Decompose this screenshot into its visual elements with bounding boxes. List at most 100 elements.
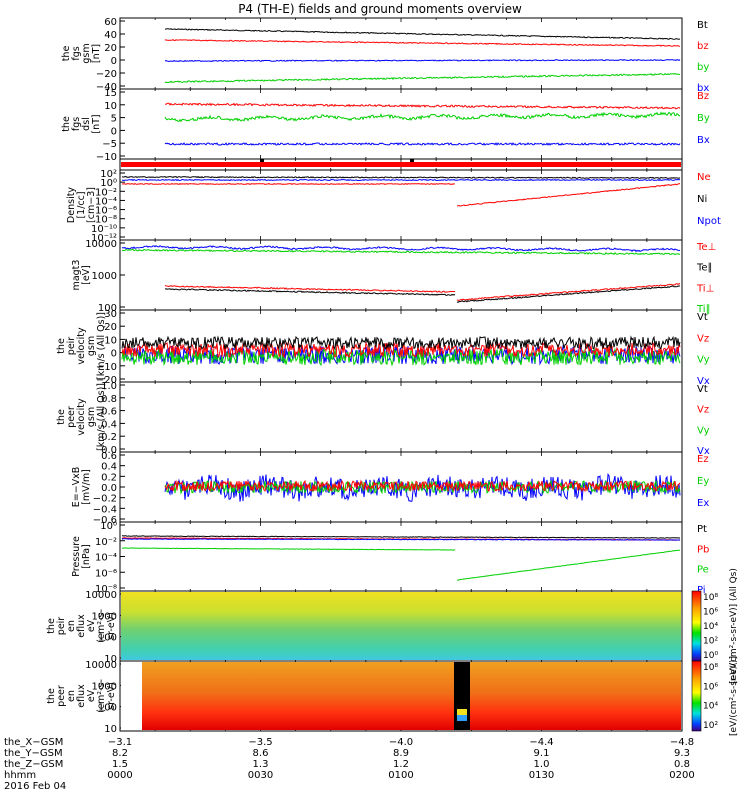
y-tick-label: 10000 — [85, 590, 117, 601]
y-tick-label: 60 — [104, 17, 117, 28]
y-axis-label: [km/s (All Qs)] — [96, 383, 107, 451]
spectrogram — [121, 592, 681, 660]
y-tick-label: 10 — [104, 101, 117, 112]
legend-Bz: Bz — [697, 91, 709, 102]
legend-Npot: Npot — [697, 216, 721, 227]
colorbar-tick-label: 10⁶ — [703, 608, 718, 618]
panel-peer_eflux: 10000 1000 100 10 the peer en eflux eV (cm²-s-sr-… — [46, 656, 739, 736]
spectrogram-block — [457, 709, 467, 715]
y-axis-label: peir — [56, 617, 67, 636]
colorbar-tick-label: 10⁸ — [703, 663, 718, 673]
y-axis-label: the — [61, 46, 72, 62]
y-axis-label: en — [66, 690, 77, 702]
y-tick-label: 10⁻¹⁰ — [91, 224, 117, 235]
legend-by: by — [697, 62, 709, 73]
legend-Vt: Vt — [697, 312, 708, 323]
status-mark — [410, 159, 414, 162]
y-tick-label: −20 — [96, 375, 117, 386]
x-row-label: hhmm — [4, 770, 36, 781]
y-axis-label: peer — [66, 406, 77, 428]
y-axis-label: E=−VxB — [71, 467, 82, 508]
y-axis-label: gsm — [86, 336, 97, 356]
series-bx — [164, 59, 681, 63]
panel-peir_eflux: 10000 1000 100 10 the peir en eflux eV (cm²-s-sr-… — [46, 568, 739, 684]
series-by — [164, 72, 681, 84]
y-tick-label: 0.4 — [101, 462, 117, 473]
panel-frame — [119, 381, 683, 453]
y-axis-label: Pressure — [71, 536, 82, 577]
y-tick-label: −10 — [96, 152, 117, 163]
y-tick-label: 1000 — [92, 681, 117, 692]
x-tick-x_gsm: −4.8 — [670, 737, 694, 748]
panel-temperature: 10000 1000 100 magt3 [eV] Te⊥ Te∥ Ti⊥ Ti∥ — [71, 239, 716, 315]
y-axis-label: dsl — [81, 117, 92, 131]
colorbar-tick-label: 10² — [703, 721, 718, 731]
y-tick-label: 0.6 — [101, 451, 117, 462]
legend-Ex: Ex — [697, 498, 709, 509]
x-tick-y_gsm: 8.2 — [112, 748, 128, 759]
y-tick-label: 1000 — [92, 271, 117, 282]
x-tick-hhmm: 0000 — [107, 770, 132, 781]
y-tick-label: 10 — [104, 724, 117, 735]
x-tick-x_gsm: −3.5 — [248, 737, 272, 748]
legend-bz: bz — [697, 41, 709, 52]
series-Bz — [164, 102, 681, 110]
series-Ez — [164, 479, 681, 493]
x-tick-z_gsm: 1.0 — [534, 759, 550, 770]
legend-Te∥: Te∥ — [696, 263, 713, 274]
legend-Vy: Vy — [697, 355, 710, 366]
legend-Te⊥: Te⊥ — [696, 242, 716, 253]
y-axis-label: [nT] — [91, 44, 102, 63]
y-axis-label: the — [56, 338, 67, 354]
x-tick-y_gsm: 9.1 — [534, 748, 550, 759]
panel-peir_velocity: 30 20 10 0 −10 −20 the peir velocity gsm [km/s (Al… — [56, 309, 710, 387]
y-tick-label: 1000 — [92, 611, 117, 622]
panel-peer_velocity: 1.0 0.8 0.60.4 0.2 0.0 the peer velocity gsm [km/… — [56, 381, 710, 457]
y-tick-label: −20 — [96, 69, 117, 80]
x-tick-hhmm: 0100 — [388, 770, 413, 781]
legend-Vz: Vz — [697, 405, 709, 416]
y-tick-label: 10⁻⁸ — [95, 215, 117, 226]
y-axis-label: fgs — [71, 117, 82, 131]
y-tick-label: 20 — [104, 43, 117, 54]
y-axis-label: velocity — [76, 327, 87, 365]
legend-bx: bx — [697, 83, 709, 94]
series-Te-perp — [121, 245, 680, 253]
colorbar-label: [eV/(cm²-s-sr-eV)] — [729, 656, 739, 736]
y-tick-label: 100 — [98, 303, 117, 314]
y-axis-label: en — [66, 620, 77, 632]
y-tick-label: 10⁻⁸ — [95, 584, 117, 595]
panel-fgs_gsm: 60 40 20 0 −20 −40 the fgs gsm [nT] Bt bz by bx — [61, 17, 709, 94]
panel-frame — [119, 169, 683, 241]
legend-Ti∥: Ti∥ — [696, 304, 711, 315]
y-axis-label: eflux — [76, 614, 87, 638]
spectrogram-block — [457, 715, 467, 721]
y-tick-label: −0.2 — [93, 494, 117, 505]
y-tick-label: 0.0 — [101, 483, 117, 494]
y-tick-label: 10⁻⁴ — [95, 196, 117, 207]
status-mark — [260, 159, 264, 162]
legend-Pt: Pt — [697, 524, 707, 535]
y-tick-label: 10⁻⁴ — [95, 553, 117, 564]
series-Te-par-b — [456, 285, 681, 303]
x-tick-hhmm: 0200 — [669, 770, 694, 781]
y-tick-label: −5 — [102, 139, 117, 150]
x-tick-x_gsm: −3.1 — [108, 737, 132, 748]
y-tick-label: 0 — [111, 349, 117, 360]
series-Pe-a — [121, 547, 455, 551]
colorbar-tick-label: 10⁸ — [703, 593, 718, 603]
series-Ti-par — [121, 248, 681, 256]
y-tick-label: 10⁻² — [95, 537, 117, 548]
y-axis-label: peir — [66, 337, 77, 356]
legend-Pb: Pb — [697, 544, 709, 555]
panel-density: 10²10⁰10⁻²10⁻⁴10⁻⁶10⁻⁸10⁻¹⁰10⁻¹²Density[… — [66, 169, 721, 244]
series-Pi — [121, 538, 681, 541]
x-tick-x_gsm: −4.4 — [529, 737, 553, 748]
y-axis-label: [eV] — [81, 265, 92, 285]
y-tick-label: 100 — [98, 633, 117, 644]
y-tick-label: 10000 — [85, 239, 117, 250]
y-axis-label: eV — [86, 619, 97, 632]
y-tick-label: 10 — [104, 335, 117, 346]
series-Te-par — [164, 288, 456, 296]
